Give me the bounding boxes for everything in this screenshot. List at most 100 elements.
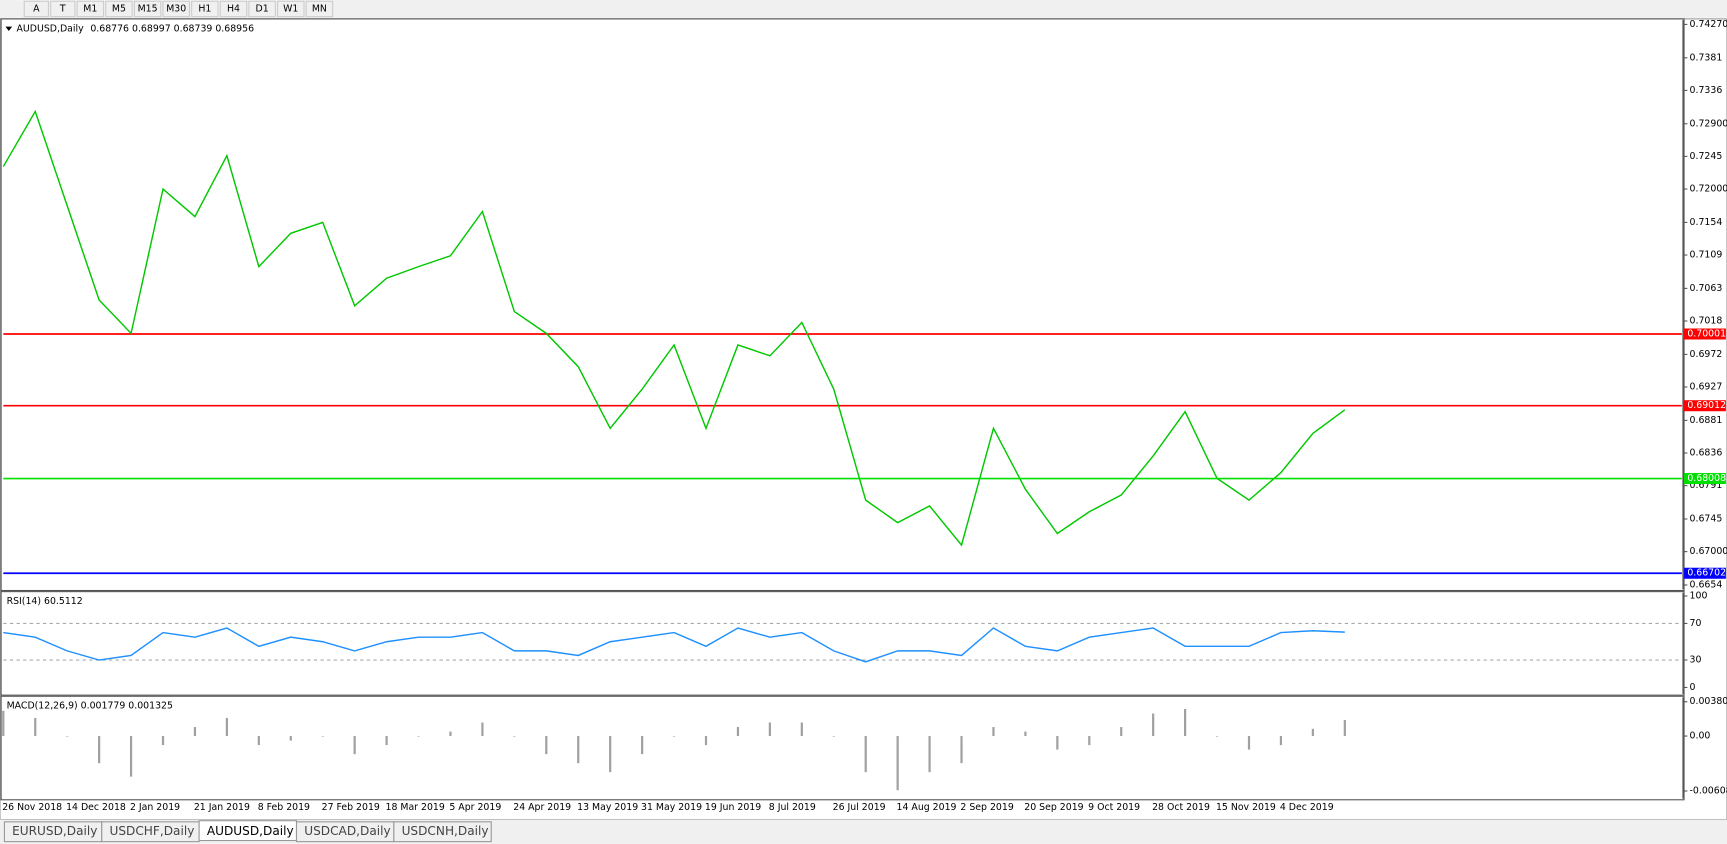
toolbar-button-label[interactable]: H1 bbox=[198, 3, 211, 14]
toolbar-button-label[interactable]: M30 bbox=[166, 3, 186, 14]
toolbar-button-label[interactable]: H4 bbox=[227, 3, 240, 14]
level-label-box bbox=[1684, 473, 1726, 485]
panel-title: AUDUSD,Daily bbox=[17, 23, 85, 34]
y-tick-label: 0.6881 bbox=[1690, 415, 1723, 426]
y-tick-label: -0.006087 bbox=[1690, 785, 1727, 796]
histogram-bar bbox=[1024, 731, 1027, 737]
y-tick-label: 0.6972 bbox=[1690, 349, 1723, 360]
x-tick-label: 14 Aug 2019 bbox=[897, 802, 957, 813]
histogram-bar bbox=[800, 722, 803, 737]
toolbar-button[interactable] bbox=[219, 0, 248, 18]
y-tick-label: 0.7018 bbox=[1690, 316, 1723, 327]
toolbar-button[interactable] bbox=[191, 0, 219, 18]
level-label: 0.69012 bbox=[1687, 400, 1726, 411]
histogram-bar bbox=[768, 722, 771, 737]
histogram-bar bbox=[736, 727, 740, 737]
toolbar-button-label[interactable]: M5 bbox=[112, 3, 126, 14]
histogram-bar bbox=[1279, 736, 1283, 746]
x-tick-label: 9 Oct 2019 bbox=[1088, 802, 1140, 813]
x-tick-label: 21 Jan 2019 bbox=[194, 802, 250, 813]
toolbar-button-label[interactable]: D1 bbox=[256, 3, 269, 14]
level-label-box bbox=[1684, 567, 1726, 579]
toolbar-button-label[interactable]: MN bbox=[312, 3, 327, 14]
toolbar-button-label[interactable]: A bbox=[33, 3, 40, 14]
y-tick-label: 0.7336 bbox=[1690, 85, 1723, 96]
histogram-bar bbox=[66, 736, 69, 737]
x-tick-label: 27 Feb 2019 bbox=[322, 802, 380, 813]
x-tick-label: 19 Jun 2019 bbox=[705, 802, 761, 813]
y-tick-label: 0.7109 bbox=[1690, 250, 1723, 261]
chart-tab-label[interactable]: AUDUSD,Daily bbox=[207, 824, 294, 838]
y-tick-label: 0.6791 bbox=[1690, 480, 1723, 491]
histogram-bar bbox=[1343, 720, 1346, 737]
chart-tab-label[interactable]: USDCAD,Daily bbox=[304, 824, 390, 838]
histogram-bar bbox=[545, 736, 548, 755]
histogram-bar bbox=[98, 736, 101, 764]
x-tick-label: 5 Apr 2019 bbox=[449, 802, 501, 813]
level-label-box bbox=[1684, 328, 1726, 340]
toolbar-button-label[interactable]: M15 bbox=[138, 3, 158, 14]
histogram-bar bbox=[672, 736, 676, 737]
toolbar-button-label[interactable]: W1 bbox=[283, 3, 298, 14]
panel-frame bbox=[0, 591, 1685, 696]
toolbar-button[interactable] bbox=[50, 0, 76, 18]
toolbar-button-label[interactable]: M1 bbox=[83, 3, 97, 14]
x-tick-label: 31 May 2019 bbox=[641, 802, 702, 813]
histogram-bar bbox=[129, 736, 133, 777]
chart-tab-label[interactable]: USDCHF,Daily bbox=[109, 824, 194, 838]
x-tick-label: 28 Oct 2019 bbox=[1152, 802, 1210, 813]
chart-tab-label[interactable]: EURUSD,Daily bbox=[12, 824, 97, 838]
histogram-bar bbox=[513, 736, 516, 737]
histogram-bar bbox=[1184, 708, 1187, 737]
y-tick-label: 0.00 bbox=[1690, 731, 1711, 742]
histogram-bar bbox=[928, 736, 931, 773]
histogram-bar bbox=[577, 736, 580, 764]
ohlc-readout: 0.68776 0.68997 0.68739 0.68956 bbox=[90, 23, 254, 34]
histogram-bar bbox=[1215, 736, 1219, 737]
histogram-bar bbox=[1120, 727, 1123, 737]
toolbar-button-label[interactable]: T bbox=[59, 3, 66, 14]
histogram-bar bbox=[992, 727, 995, 737]
y-tick-label: 0.6836 bbox=[1690, 448, 1723, 459]
toolbar-button[interactable] bbox=[305, 0, 334, 18]
toolbar-button[interactable] bbox=[23, 0, 50, 18]
y-tick-label: 0.67000 bbox=[1690, 546, 1727, 557]
level-label-box bbox=[1684, 400, 1726, 412]
y-tick-label: 0.7063 bbox=[1690, 283, 1723, 294]
y-tick-label: 0.72900 bbox=[1690, 118, 1727, 129]
x-tick-label: 2 Jan 2019 bbox=[130, 802, 180, 813]
toolbar-button[interactable] bbox=[277, 0, 305, 18]
histogram-bar bbox=[1088, 736, 1091, 746]
chart-area bbox=[0, 18, 1727, 821]
toolbar-button[interactable] bbox=[162, 0, 190, 18]
y-tick-label: 30 bbox=[1690, 655, 1702, 666]
y-tick-label: 0.6927 bbox=[1690, 382, 1723, 393]
chart-tab[interactable] bbox=[393, 821, 492, 843]
panel-title: RSI(14) 60.5112 bbox=[7, 596, 83, 607]
histogram-bar bbox=[1056, 736, 1059, 750]
histogram-bar bbox=[481, 722, 484, 737]
histogram-bar bbox=[1247, 736, 1251, 750]
toolbar-button[interactable] bbox=[248, 0, 276, 18]
histogram-bar bbox=[609, 736, 612, 773]
histogram-bar bbox=[193, 727, 197, 737]
histogram-bar bbox=[1152, 713, 1155, 737]
x-tick-label: 18 Mar 2019 bbox=[385, 802, 444, 813]
toolbar bbox=[0, 0, 1727, 18]
x-tick-label: 13 May 2019 bbox=[577, 802, 638, 813]
y-tick-label: 0.74270 bbox=[1690, 19, 1727, 30]
collapse-arrow bbox=[5, 26, 13, 32]
toolbar-button[interactable] bbox=[76, 0, 105, 18]
histogram-bar bbox=[161, 736, 165, 746]
toolbar-button[interactable] bbox=[133, 0, 162, 18]
panel-frame bbox=[0, 695, 1685, 801]
y-tick-label: 0 bbox=[1690, 682, 1696, 693]
chart-tab-label[interactable]: USDCNH,Daily bbox=[402, 824, 489, 838]
histogram-bar bbox=[2, 710, 5, 737]
histogram-bar bbox=[321, 736, 324, 737]
toolbar-button[interactable] bbox=[105, 0, 133, 18]
histogram-bar bbox=[385, 736, 388, 746]
level-label: 0.70001 bbox=[1687, 328, 1726, 339]
y-tick-label: 0.72000 bbox=[1690, 184, 1727, 195]
